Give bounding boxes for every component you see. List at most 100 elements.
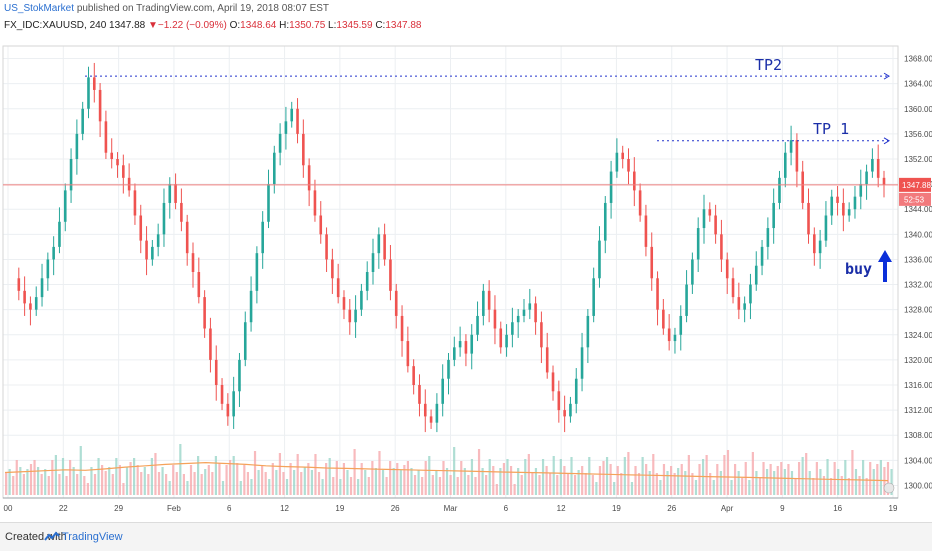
volume-bar	[428, 456, 431, 495]
candle-body	[592, 278, 595, 316]
x-axis-tick-label: 12	[557, 504, 566, 513]
y-axis-tick-label: 1368.00	[904, 55, 932, 64]
volume-bar	[229, 460, 232, 495]
candle-body	[476, 315, 479, 335]
countdown-badge	[899, 192, 931, 206]
candle-body	[511, 322, 514, 335]
candle-body	[865, 171, 868, 185]
author-link[interactable]: US_StokMarket	[4, 3, 75, 14]
volume-bar	[58, 474, 61, 495]
volume-bar	[104, 471, 107, 495]
volume-bar	[314, 454, 317, 495]
volume-bar	[723, 455, 726, 495]
y-axis-tick-label: 1356.00	[904, 130, 932, 139]
volume-bar	[97, 458, 100, 495]
candle-body	[871, 159, 874, 172]
candle-body	[673, 334, 677, 342]
volume-bar	[300, 472, 303, 495]
candle-body	[162, 202, 166, 235]
volume-bar	[264, 472, 267, 495]
candle-body	[249, 290, 253, 323]
candle-body	[487, 290, 491, 310]
candle-body	[685, 284, 688, 316]
candle-body	[174, 184, 177, 203]
volume-bar	[833, 462, 836, 495]
volume-bar	[844, 460, 847, 495]
volume-bar	[182, 474, 185, 495]
candle-body	[185, 221, 189, 254]
volume-bar	[513, 484, 516, 495]
volume-bar	[733, 464, 737, 495]
volume-bar	[253, 451, 257, 495]
footer-bar: Created with TradingView	[0, 522, 932, 551]
us-flag-icon	[883, 482, 895, 494]
candle-body	[818, 240, 822, 254]
volume-bar	[794, 478, 797, 495]
volume-bar	[495, 484, 498, 495]
candle-body	[377, 234, 381, 254]
candle-body	[371, 253, 375, 272]
candle-body	[743, 303, 746, 310]
volume-bar	[566, 473, 570, 495]
candle-body	[754, 265, 758, 285]
volume-bar	[413, 475, 417, 495]
candle-body	[104, 121, 108, 153]
y-axis-tick-label: 1340.00	[904, 230, 932, 239]
candle-body	[23, 290, 26, 304]
volume-bar	[246, 472, 250, 495]
candle-body	[429, 416, 433, 423]
candle-body	[725, 259, 729, 279]
candle-body	[29, 303, 32, 310]
tradingview-brand[interactable]: TradingView	[62, 531, 123, 543]
candle-body	[261, 221, 264, 254]
volume-bar	[556, 475, 559, 495]
symbol-label[interactable]: FX_IDC:XAUUSD, 240	[4, 20, 107, 31]
volume-bar	[637, 473, 641, 495]
volume-bar	[677, 468, 680, 495]
volume-bar	[364, 470, 367, 495]
volume-bar	[33, 460, 36, 495]
candle-body	[656, 278, 659, 310]
volume-bar	[360, 463, 363, 495]
candle-body	[17, 278, 21, 291]
volume-bar	[545, 466, 548, 495]
volume-bar	[278, 453, 282, 495]
volume-bar	[648, 471, 651, 495]
volume-bar	[719, 471, 722, 495]
candle-body	[46, 259, 50, 279]
x-axis-tick-label: 19	[612, 504, 621, 513]
volume-bar	[118, 465, 121, 495]
candle-body	[540, 322, 543, 348]
volume-bar	[801, 457, 804, 495]
volume-bar	[179, 444, 182, 495]
candle-body	[52, 246, 55, 260]
volume-bar	[12, 476, 15, 495]
candle-body	[876, 159, 880, 178]
volume-bar	[449, 475, 452, 495]
volume-bar	[285, 479, 289, 495]
volume-bar	[790, 471, 794, 495]
volume-bar	[559, 459, 562, 495]
candle-body	[633, 171, 636, 191]
volume-bar	[698, 464, 701, 495]
volume-bar	[293, 470, 296, 495]
candle-body	[522, 309, 526, 316]
created-with-text: Created with	[5, 531, 67, 543]
candle-body	[551, 372, 555, 392]
y-axis-tick-label: 1304.00	[904, 456, 932, 465]
candle-body	[145, 240, 148, 260]
y-axis-tick-label: 1336.00	[904, 255, 932, 264]
buy-label: buy	[845, 260, 872, 278]
price-chart[interactable]: 1368.001364.001360.001356.001352.001348.…	[0, 40, 932, 522]
volume-bar	[93, 474, 97, 495]
x-axis-tick-label: 16	[833, 504, 842, 513]
y-axis-tick-label: 1360.00	[904, 105, 932, 114]
volume-bar	[346, 470, 349, 495]
volume-bar	[687, 455, 690, 495]
volume-bar	[19, 467, 22, 495]
candle-body	[853, 196, 857, 210]
volume-bar	[854, 469, 858, 495]
candle-body	[598, 240, 601, 279]
volume-bar	[652, 454, 655, 495]
volume-bar	[890, 469, 893, 495]
